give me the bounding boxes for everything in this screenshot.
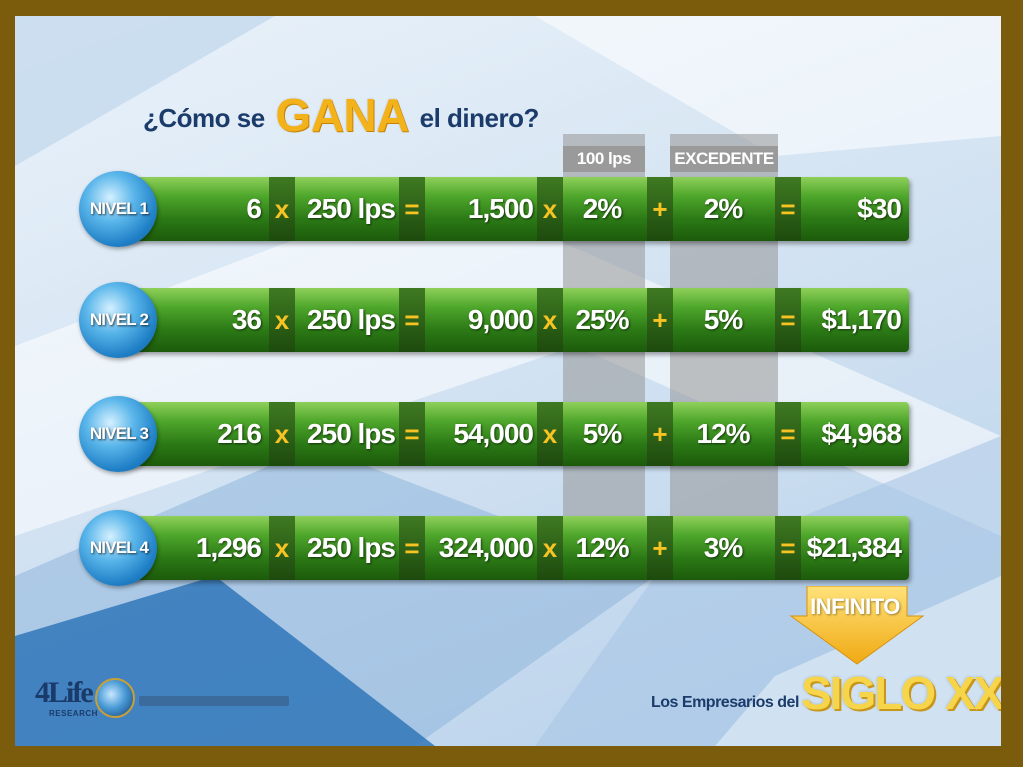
equals-operator: = [780, 305, 796, 335]
separator [775, 177, 801, 241]
level-badge [79, 171, 157, 247]
plus-operator: + [652, 533, 668, 563]
separator [269, 402, 295, 466]
level-row-3: NIVEL 3 216 x 250 lps = 54,000 x 5% + 12… [79, 396, 909, 472]
level-row-4: NIVEL 4 1,296 x 250 lps = 324,000 x 12% … [79, 510, 909, 586]
separator [647, 402, 673, 466]
equals-operator: = [404, 305, 420, 335]
separator [537, 177, 563, 241]
people-count: 6 [246, 193, 262, 224]
separator [537, 288, 563, 352]
unit-value: 250 lps [307, 304, 396, 335]
separator [647, 516, 673, 580]
level-badge [79, 282, 157, 358]
separator [399, 402, 425, 466]
percent-excedente: 3% [703, 532, 743, 563]
plus-operator: + [652, 194, 668, 224]
separator [775, 402, 801, 466]
equals-operator: = [404, 419, 420, 449]
people-count: 1,296 [195, 532, 262, 563]
times-operator: x [542, 419, 558, 449]
slide: ¿Cómo se GANA el dinero? 100 lps EXCEDEN… [15, 16, 1001, 746]
result-value: $4,968 [821, 418, 902, 449]
headline: ¿Cómo se GANA el dinero? [143, 88, 539, 142]
separator [537, 402, 563, 466]
times-operator: x [274, 305, 290, 335]
people-count: 216 [217, 418, 262, 449]
level-row-2: NIVEL 2 36 x 250 lps = 9,000 x 25% + 5% … [79, 282, 909, 358]
equals-operator: = [780, 194, 796, 224]
times-operator: x [274, 533, 290, 563]
separator [537, 516, 563, 580]
equals-operator: = [780, 419, 796, 449]
percent-100: 5% [582, 418, 622, 449]
level-label: NIVEL 2 [89, 310, 149, 329]
plus-operator: + [652, 419, 668, 449]
down-arrow-icon [789, 586, 925, 665]
result-value: $21,384 [806, 532, 902, 563]
separator [399, 516, 425, 580]
logo-wordmark: 4Life [35, 676, 94, 709]
tagline-big: SIGLO XXI [801, 667, 1001, 719]
volume-value: 9,000 [467, 304, 534, 335]
plus-operator: + [652, 305, 668, 335]
globe-icon [95, 678, 135, 718]
separator [775, 288, 801, 352]
column-header-100: 100 lps [563, 146, 645, 172]
separator [269, 516, 295, 580]
percent-excedente: 2% [703, 193, 743, 224]
times-operator: x [274, 194, 290, 224]
separator [775, 516, 801, 580]
separator [399, 288, 425, 352]
percent-100: 25% [575, 304, 629, 335]
equals-operator: = [404, 533, 420, 563]
times-operator: x [542, 533, 558, 563]
unit-value: 250 lps [307, 532, 396, 563]
volume-value: 54,000 [453, 418, 534, 449]
level-label: NIVEL 1 [89, 199, 149, 218]
times-operator: x [274, 419, 290, 449]
level-badge [79, 510, 157, 586]
result-value: $1,170 [821, 304, 902, 335]
headline-prefix: ¿Cómo se [143, 103, 265, 133]
separator [399, 177, 425, 241]
tagline: Los Empresarios del SIGLO XXI [651, 666, 1001, 736]
separator [269, 177, 295, 241]
level-label: NIVEL 4 [89, 538, 149, 557]
people-count: 36 [231, 304, 262, 335]
percent-100: 12% [575, 532, 629, 563]
separator [647, 288, 673, 352]
level-label: NIVEL 3 [89, 424, 149, 443]
unit-value: 250 lps [307, 418, 396, 449]
infinito-label: INFINITO [810, 594, 900, 619]
tagline-label: Los Empresarios del [651, 694, 799, 711]
column-header-excedente: EXCEDENTE [670, 146, 778, 172]
separator [269, 288, 295, 352]
separator [647, 177, 673, 241]
equals-operator: = [404, 194, 420, 224]
volume-value: 324,000 [438, 532, 534, 563]
volume-value: 1,500 [467, 193, 534, 224]
logo-subtitle: RESEARCH [49, 709, 98, 718]
headline-highlight: GANA [275, 89, 409, 141]
team-strip [139, 696, 289, 706]
times-operator: x [542, 305, 558, 335]
result-value: $30 [857, 193, 902, 224]
brand-logo: 4Life RESEARCH [29, 676, 329, 726]
percent-excedente: 5% [703, 304, 743, 335]
percent-100: 2% [582, 193, 622, 224]
headline-suffix: el dinero? [419, 103, 540, 133]
times-operator: x [542, 194, 558, 224]
equals-operator: = [780, 533, 796, 563]
percent-excedente: 12% [696, 418, 750, 449]
level-row-1: NIVEL 1 6 x 250 lps = 1,500 x 2% + 2% = … [79, 171, 909, 247]
level-badge [79, 396, 157, 472]
unit-value: 250 lps [307, 193, 396, 224]
